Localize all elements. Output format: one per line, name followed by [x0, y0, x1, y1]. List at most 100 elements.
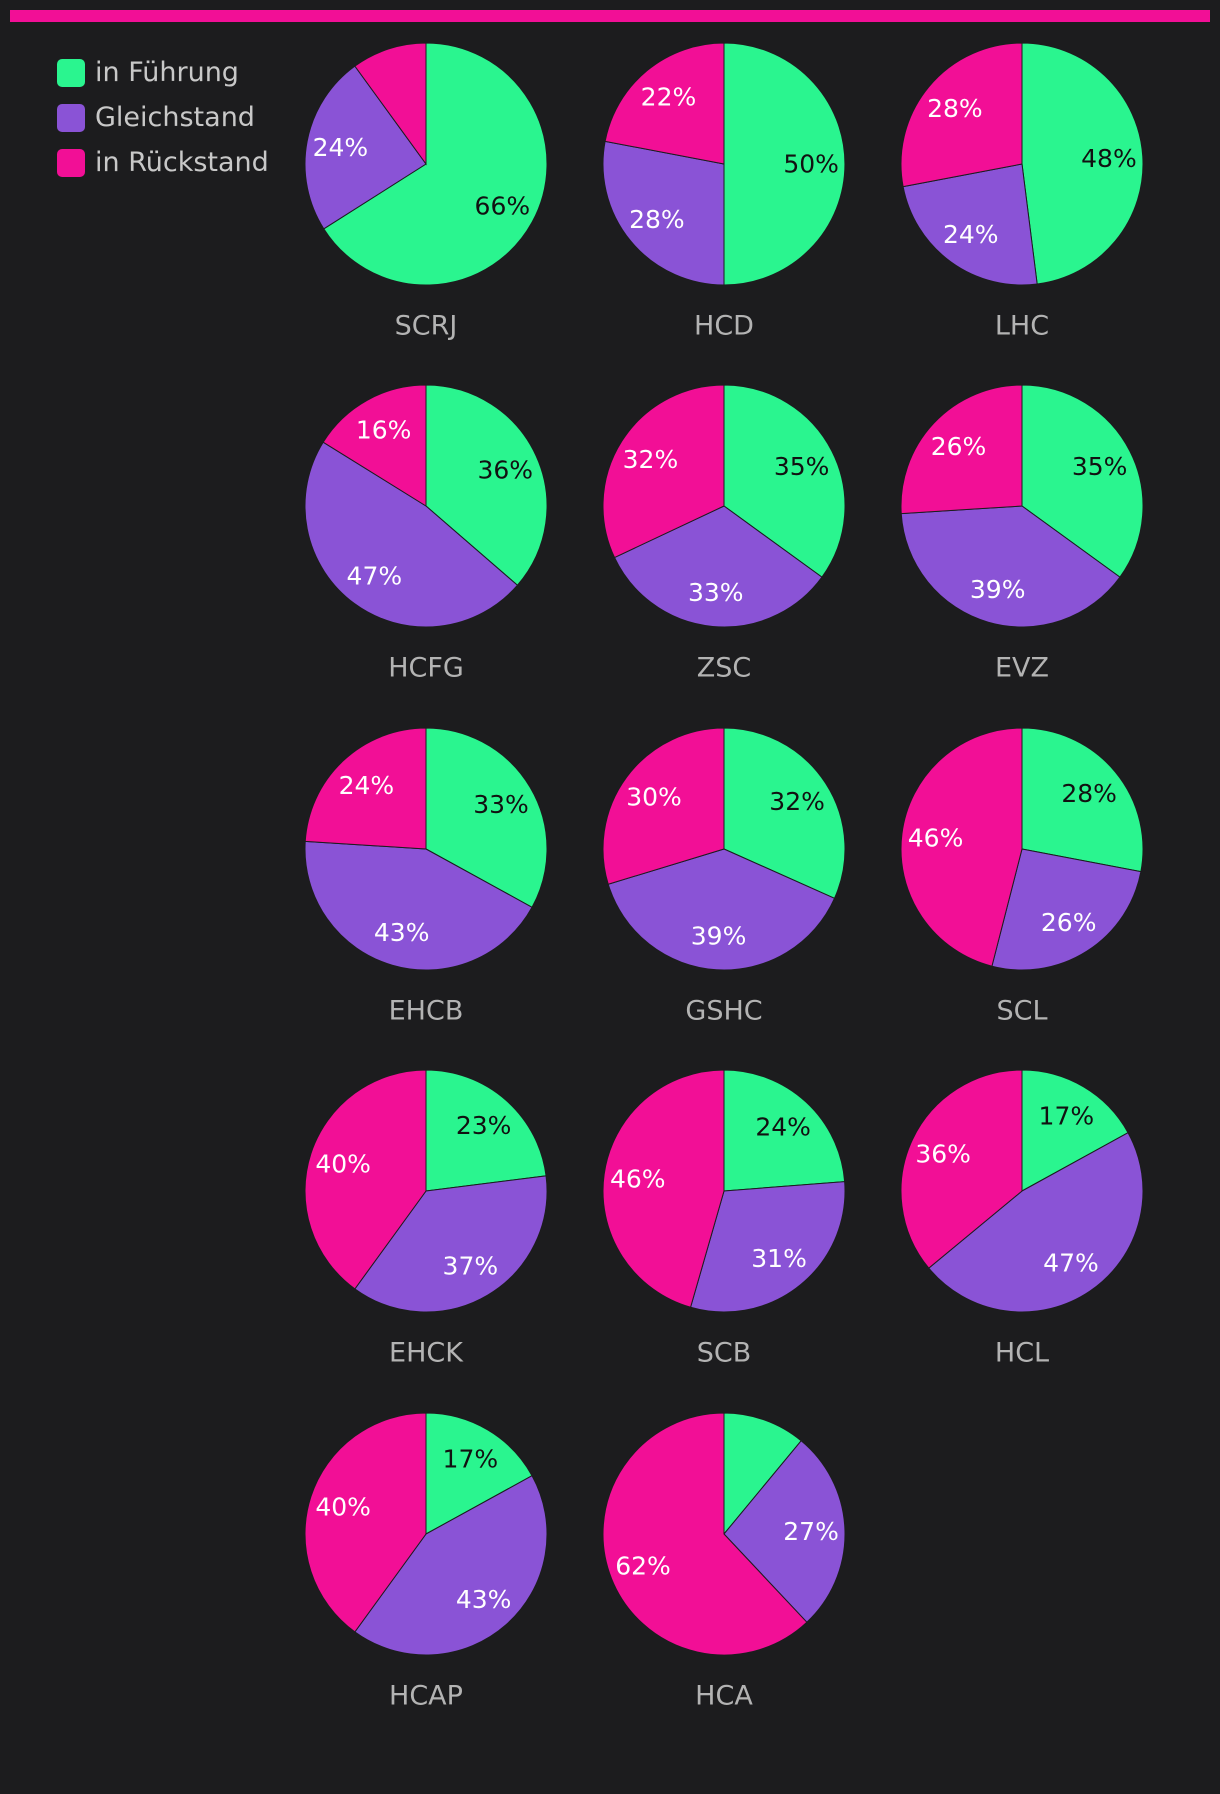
slice-scl-leading: [1021, 727, 1144, 873]
slice-label-scrj-tied: 24%: [313, 133, 369, 162]
legend-item-tied: Gleichstand: [57, 95, 269, 140]
slice-hca-trailing: [602, 1412, 808, 1656]
team-label-zsc: ZSC: [697, 653, 752, 684]
legend-item-leading: in Führung: [57, 50, 269, 95]
slice-label-gshc-leading: 32%: [769, 787, 825, 816]
slice-label-hcfg-tied: 47%: [347, 562, 403, 591]
slice-ehcb-trailing: [304, 727, 427, 850]
slice-evz-trailing: [900, 384, 1023, 515]
slice-hcl-leading: [1021, 1069, 1129, 1192]
slice-ehcb-tied: [304, 840, 533, 971]
slice-label-zsc-tied: 33%: [688, 578, 744, 607]
team-label-scb: SCB: [697, 1338, 752, 1369]
slice-scrj-tied: [304, 65, 427, 230]
slice-hca-leading: [723, 1412, 802, 1536]
slice-label-hcfg-leading: 36%: [477, 455, 533, 484]
slice-label-ehcb-trailing: 24%: [339, 771, 395, 800]
team-label-hcfg: HCFG: [388, 653, 464, 684]
slice-label-hcd-tied: 28%: [629, 205, 685, 234]
slice-label-lhc-trailing: 28%: [927, 94, 983, 123]
pie-scrj: 66% 24% SCRJ: [304, 42, 548, 342]
slice-ehck-tied: [354, 1175, 548, 1313]
team-label-hca: HCA: [695, 1681, 753, 1712]
slice-label-hca-tied: 27%: [783, 1517, 839, 1546]
slice-label-scl-trailing: 46%: [908, 824, 964, 853]
pie-hca: 27% 62% HCA: [602, 1412, 846, 1712]
slice-scb-trailing: [602, 1069, 725, 1308]
slice-hcap-trailing: [304, 1412, 427, 1633]
slice-hca-tied: [723, 1440, 846, 1623]
slice-evz-tied: [900, 505, 1121, 628]
slice-label-gshc-tied: 39%: [691, 921, 747, 950]
slice-label-hcl-trailing: 36%: [915, 1139, 971, 1168]
pie-hcd: 50% 28% 22% HCD: [602, 42, 846, 342]
legend-swatch-trailing: [57, 148, 85, 177]
slice-label-hcap-tied: 43%: [456, 1585, 512, 1614]
slice-label-hcap-leading: 17%: [443, 1445, 499, 1474]
team-label-gshc: GSHC: [685, 996, 762, 1027]
slice-scrj-leading: [323, 42, 548, 286]
pie-evz: 35% 39% 26% EVZ: [900, 384, 1144, 684]
slice-label-hca-trailing: 62%: [615, 1552, 671, 1581]
team-label-ehcb: EHCB: [389, 996, 464, 1027]
team-label-hcl: HCL: [995, 1338, 1049, 1369]
slice-label-evz-trailing: 26%: [931, 432, 987, 461]
pie-scb: 24% 31% 46% SCB: [602, 1069, 846, 1369]
slice-gshc-tied: [607, 848, 836, 971]
slice-scb-leading: [723, 1069, 846, 1192]
pie-lhc: 48% 24% 28% LHC: [900, 42, 1144, 342]
slice-label-lhc-tied: 24%: [943, 220, 999, 249]
slice-label-evz-leading: 35%: [1072, 452, 1128, 481]
slice-zsc-tied: [613, 505, 823, 628]
slice-lhc-leading: [1021, 42, 1144, 285]
slice-ehcb-leading: [425, 727, 548, 908]
team-label-lhc: LHC: [995, 311, 1049, 342]
slice-scl-tied: [991, 848, 1142, 971]
slice-label-hcd-leading: 50%: [783, 150, 839, 179]
legend-swatch-leading: [57, 58, 85, 87]
slice-hcfg-tied: [304, 441, 519, 628]
team-label-ehck: EHCK: [389, 1338, 464, 1369]
slice-label-hcl-tied: 47%: [1043, 1249, 1099, 1278]
slice-hcfg-leading: [425, 384, 548, 586]
slice-label-scb-leading: 24%: [755, 1113, 811, 1142]
legend-swatch-tied: [57, 103, 85, 132]
slice-label-hcd-trailing: 22%: [641, 82, 697, 111]
slice-label-hcap-trailing: 40%: [315, 1493, 371, 1522]
slice-label-scl-leading: 28%: [1061, 779, 1117, 808]
slice-label-ehcb-leading: 33%: [473, 790, 529, 819]
slice-lhc-tied: [902, 163, 1038, 286]
slice-hcap-leading: [425, 1412, 533, 1535]
legend-label-trailing: in Rückstand: [95, 147, 269, 178]
slice-zsc-leading: [723, 384, 846, 578]
slice-lhc-trailing: [900, 42, 1023, 188]
slice-label-zsc-leading: 35%: [774, 452, 830, 481]
slice-label-ehck-leading: 23%: [456, 1111, 512, 1140]
pie-hcap: 17% 43% 40% HCAP: [304, 1412, 548, 1712]
slice-label-zsc-trailing: 32%: [623, 445, 679, 474]
pie-ehck: 23% 37% 40% EHCK: [304, 1069, 548, 1369]
pie-zsc: 35% 33% 32% ZSC: [602, 384, 846, 684]
slice-label-scb-trailing: 46%: [610, 1164, 666, 1193]
pie-hcfg: 36% 47% 16% HCFG: [304, 384, 548, 684]
pie-hcl: 17% 47% 36% HCL: [900, 1069, 1144, 1369]
slice-evz-leading: [1021, 384, 1144, 578]
slice-zsc-trailing: [602, 384, 725, 559]
slice-scrj-trailing: [354, 42, 427, 166]
slice-label-ehck-trailing: 40%: [315, 1150, 371, 1179]
slice-label-scrj-leading: 66%: [475, 191, 531, 220]
slice-label-ehcb-tied: 43%: [374, 918, 430, 947]
legend-item-trailing: in Rückstand: [57, 140, 269, 185]
team-label-hcap: HCAP: [389, 1681, 463, 1712]
slice-hcd-tied: [602, 140, 725, 286]
slice-hcl-tied: [928, 1132, 1144, 1313]
team-label-evz: EVZ: [995, 653, 1049, 684]
slice-label-scl-tied: 26%: [1041, 908, 1097, 937]
slice-label-scb-tied: 31%: [751, 1244, 807, 1273]
slice-label-lhc-leading: 48%: [1081, 144, 1137, 173]
slice-scb-tied: [689, 1181, 846, 1313]
pie-scl: 28% 26% 46% SCL: [900, 727, 1144, 1027]
legend: in Führung Gleichstand in Rückstand: [57, 50, 269, 185]
slice-label-evz-tied: 39%: [970, 575, 1026, 604]
